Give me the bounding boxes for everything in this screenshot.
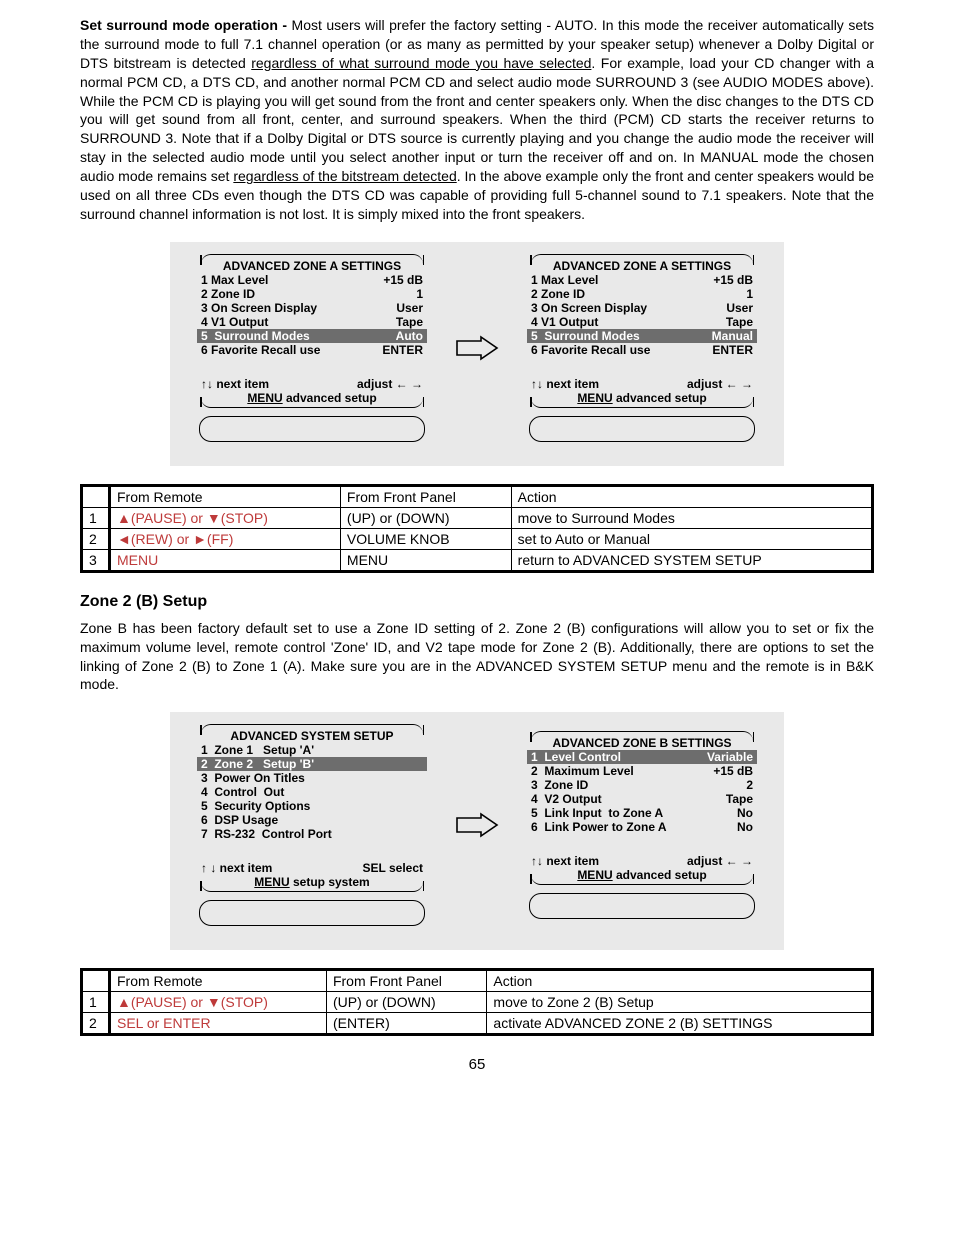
table-cell: (UP) or (DOWN) bbox=[340, 507, 511, 528]
screen-menu: MENU advanced setup bbox=[531, 868, 753, 885]
screen-row: 6 Link Power to Zone ANo bbox=[527, 820, 757, 834]
screen-box bbox=[199, 900, 425, 926]
table-cell: 3 bbox=[82, 549, 110, 571]
zone2-heading: Zone 2 (B) Setup bbox=[80, 593, 874, 611]
table-cell: 2 bbox=[82, 1013, 110, 1035]
screen-row: 4 V1 OutputTape bbox=[197, 315, 427, 329]
screen-row: 3 On Screen DisplayUser bbox=[527, 301, 757, 315]
table-cell: (ENTER) bbox=[326, 1013, 486, 1035]
intro-u2: regardless of the bitstream detected bbox=[233, 168, 456, 184]
screen-row: 3 Power On Titles bbox=[197, 771, 427, 785]
screen-b: ADVANCED ZONE A SETTINGS1 Max Level+15 d… bbox=[527, 254, 757, 442]
screen-row: 6 DSP Usage bbox=[197, 813, 427, 827]
table-cell: activate ADVANCED ZONE 2 (B) SETTINGS bbox=[487, 1013, 873, 1035]
table-cell: set to Auto or Manual bbox=[511, 528, 872, 549]
screen-title: ADVANCED ZONE A SETTINGS bbox=[531, 254, 753, 273]
table-cell: move to Zone 2 (B) Setup bbox=[487, 992, 873, 1013]
table-header bbox=[82, 970, 110, 992]
table-cell: move to Surround Modes bbox=[511, 507, 872, 528]
page-number: 65 bbox=[80, 1056, 874, 1073]
table-cell: return to ADVANCED SYSTEM SETUP bbox=[511, 549, 872, 571]
intro-p2: . For example, load your CD changer with… bbox=[80, 55, 874, 184]
screen-nav: ↑↓ next itemadjust ← → bbox=[197, 377, 427, 391]
screen-menu: MENU setup system bbox=[201, 875, 423, 892]
screen-row: 4 V2 OutputTape bbox=[527, 792, 757, 806]
table-header: From Remote bbox=[110, 485, 341, 507]
screen-row: 6 Favorite Recall useENTER bbox=[527, 343, 757, 357]
table-header: From Front Panel bbox=[340, 485, 511, 507]
table-cell: VOLUME KNOB bbox=[340, 528, 511, 549]
screen-row: 6 Favorite Recall useENTER bbox=[197, 343, 427, 357]
screens-row-1: ADVANCED ZONE A SETTINGS1 Max Level+15 d… bbox=[170, 242, 784, 466]
screen-row: 2 Zone 2 Setup 'B' bbox=[197, 757, 427, 771]
screen-nav: ↑ ↓ next itemSEL select bbox=[197, 861, 427, 875]
screen-row: 2 Zone ID1 bbox=[527, 287, 757, 301]
intro-paragraph: Set surround mode operation - Most users… bbox=[80, 16, 874, 224]
intro-u1: regardless of what surround mode you hav… bbox=[251, 55, 591, 71]
screen-nav: ↑↓ next itemadjust ← → bbox=[527, 377, 757, 391]
intro-bold: Set surround mode operation - bbox=[80, 17, 292, 33]
zone2-paragraph: Zone B has been factory default set to u… bbox=[80, 619, 874, 695]
screen-box bbox=[529, 893, 755, 919]
screen-a: ADVANCED ZONE A SETTINGS1 Max Level+15 d… bbox=[197, 254, 427, 442]
table-cell: SEL or ENTER bbox=[110, 1013, 327, 1035]
screen-row: 5 Surround ModesManual bbox=[527, 329, 757, 343]
table-cell: (UP) or (DOWN) bbox=[326, 992, 486, 1013]
screen-row: 1 Level ControlVariable bbox=[527, 750, 757, 764]
screen-row: 5 Security Options bbox=[197, 799, 427, 813]
screen-row: 1 Zone 1 Setup 'A' bbox=[197, 743, 427, 757]
table-cell: ▲(PAUSE) or ▼(STOP) bbox=[110, 507, 341, 528]
screen-row: 4 V1 OutputTape bbox=[527, 315, 757, 329]
table-cell: 1 bbox=[82, 992, 110, 1013]
screen-d: ADVANCED ZONE B SETTINGS1 Level ControlV… bbox=[527, 731, 757, 919]
screen-nav: ↑↓ next itemadjust ← → bbox=[527, 854, 757, 868]
table-header: From Remote bbox=[110, 970, 327, 992]
screen-row: 7 RS-232 Control Port bbox=[197, 827, 427, 841]
table-header: From Front Panel bbox=[326, 970, 486, 992]
table-header: Action bbox=[487, 970, 873, 992]
screen-title: ADVANCED SYSTEM SETUP bbox=[201, 724, 423, 743]
steps-table-1: From RemoteFrom Front PanelAction 1▲(PAUS… bbox=[80, 484, 874, 573]
screen-row: 1 Max Level+15 dB bbox=[527, 273, 757, 287]
screen-row: 2 Zone ID1 bbox=[197, 287, 427, 301]
table-header: Action bbox=[511, 485, 872, 507]
screen-title: ADVANCED ZONE A SETTINGS bbox=[201, 254, 423, 273]
arrow-icon bbox=[455, 335, 499, 361]
screen-row: 5 Surround ModesAuto bbox=[197, 329, 427, 343]
table-cell: 2 bbox=[82, 528, 110, 549]
arrow-icon bbox=[455, 812, 499, 838]
table-cell: 1 bbox=[82, 507, 110, 528]
table-header bbox=[82, 485, 110, 507]
screen-box bbox=[199, 416, 425, 442]
screen-row: 3 Zone ID2 bbox=[527, 778, 757, 792]
screen-menu: MENU advanced setup bbox=[531, 391, 753, 408]
screen-box bbox=[529, 416, 755, 442]
screens-row-2: ADVANCED SYSTEM SETUP1 Zone 1 Setup 'A'2… bbox=[170, 712, 784, 950]
screen-row: 3 On Screen DisplayUser bbox=[197, 301, 427, 315]
steps-table-2: From RemoteFrom Front PanelAction 1▲(PAUS… bbox=[80, 968, 874, 1036]
screen-row: 4 Control Out bbox=[197, 785, 427, 799]
screen-c: ADVANCED SYSTEM SETUP1 Zone 1 Setup 'A'2… bbox=[197, 724, 427, 926]
table-cell: ◄(REW) or ►(FF) bbox=[110, 528, 341, 549]
screen-row: 2 Maximum Level+15 dB bbox=[527, 764, 757, 778]
screen-title: ADVANCED ZONE B SETTINGS bbox=[531, 731, 753, 750]
screen-menu: MENU advanced setup bbox=[201, 391, 423, 408]
table-cell: ▲(PAUSE) or ▼(STOP) bbox=[110, 992, 327, 1013]
table-cell: MENU bbox=[110, 549, 341, 571]
screen-row: 1 Max Level+15 dB bbox=[197, 273, 427, 287]
table-cell: MENU bbox=[340, 549, 511, 571]
screen-row: 5 Link Input to Zone ANo bbox=[527, 806, 757, 820]
